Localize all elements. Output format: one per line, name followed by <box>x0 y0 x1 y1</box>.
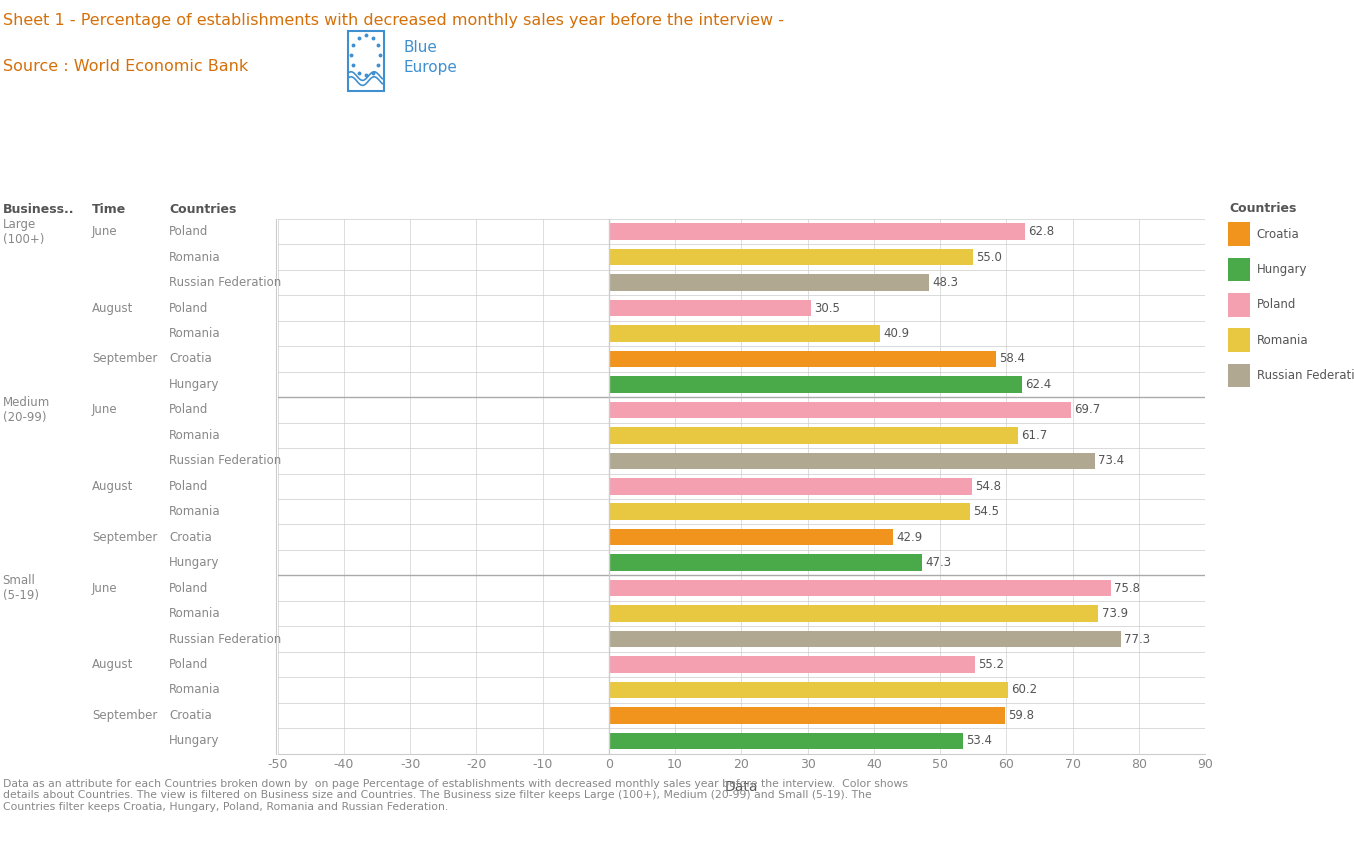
Text: Poland: Poland <box>169 480 209 493</box>
Bar <box>609 580 1112 596</box>
Bar <box>609 300 811 317</box>
Text: 48.3: 48.3 <box>932 276 959 289</box>
Bar <box>609 656 975 673</box>
Text: Business..: Business.. <box>3 203 74 216</box>
Text: 75.8: 75.8 <box>1114 582 1140 594</box>
Text: Hungary: Hungary <box>169 378 219 391</box>
Text: Romania: Romania <box>169 251 221 264</box>
Text: June: June <box>92 582 118 594</box>
Text: Poland: Poland <box>1257 298 1296 312</box>
Text: 77.3: 77.3 <box>1124 632 1151 646</box>
Text: Croatia: Croatia <box>169 709 213 722</box>
Text: Source : World Economic Bank: Source : World Economic Bank <box>3 59 248 74</box>
Text: Romania: Romania <box>169 607 221 620</box>
Text: Sheet 1 - Percentage of establishments with decreased monthly sales year before : Sheet 1 - Percentage of establishments w… <box>3 13 784 28</box>
Bar <box>609 274 929 290</box>
Text: 73.4: 73.4 <box>1098 455 1125 467</box>
Text: September: September <box>92 353 157 365</box>
Text: August: August <box>92 480 134 493</box>
Text: 58.4: 58.4 <box>999 353 1025 365</box>
Text: Russian Federation: Russian Federation <box>1257 369 1354 382</box>
Text: Poland: Poland <box>169 403 209 417</box>
Bar <box>609 733 963 749</box>
Text: 61.7: 61.7 <box>1021 429 1047 442</box>
Text: Poland: Poland <box>169 301 209 315</box>
Text: 54.5: 54.5 <box>974 505 999 518</box>
Bar <box>609 427 1018 444</box>
Text: Romania: Romania <box>169 684 221 696</box>
Bar <box>609 605 1098 622</box>
Text: Poland: Poland <box>169 582 209 594</box>
Text: 40.9: 40.9 <box>883 327 910 340</box>
Text: Croatia: Croatia <box>169 530 213 544</box>
Text: 69.7: 69.7 <box>1074 403 1101 417</box>
Text: 73.9: 73.9 <box>1102 607 1128 620</box>
Text: 59.8: 59.8 <box>1009 709 1034 722</box>
X-axis label: Data: Data <box>724 780 758 794</box>
Bar <box>348 31 385 91</box>
Bar <box>609 554 922 571</box>
Text: June: June <box>92 403 118 417</box>
Text: September: September <box>92 530 157 544</box>
Text: Croatia: Croatia <box>1257 227 1300 241</box>
Text: Hungary: Hungary <box>169 556 219 569</box>
Text: 55.0: 55.0 <box>976 251 1002 264</box>
Text: Time: Time <box>92 203 126 216</box>
Bar <box>609 223 1025 240</box>
Text: Romania: Romania <box>169 429 221 442</box>
Text: 30.5: 30.5 <box>814 301 839 315</box>
Bar <box>609 478 972 494</box>
Text: 47.3: 47.3 <box>926 556 952 569</box>
Bar <box>609 402 1071 418</box>
Text: Romania: Romania <box>1257 333 1308 347</box>
Bar <box>609 452 1095 469</box>
Text: Croatia: Croatia <box>169 353 213 365</box>
Bar <box>609 682 1007 698</box>
Bar <box>609 504 969 520</box>
Text: Countries: Countries <box>1229 202 1297 215</box>
Text: Countries: Countries <box>169 203 237 216</box>
Text: Russian Federation: Russian Federation <box>169 276 282 289</box>
Text: Blue
Europe: Blue Europe <box>403 40 458 75</box>
Text: August: August <box>92 658 134 671</box>
Text: Romania: Romania <box>169 327 221 340</box>
Text: Russian Federation: Russian Federation <box>169 455 282 467</box>
Bar <box>609 249 974 265</box>
Text: 53.4: 53.4 <box>965 734 992 748</box>
Text: Hungary: Hungary <box>169 734 219 748</box>
Text: Romania: Romania <box>169 505 221 518</box>
Text: 54.8: 54.8 <box>975 480 1001 493</box>
Bar <box>609 376 1022 392</box>
Bar <box>609 350 995 367</box>
Text: Small
(5-19): Small (5-19) <box>3 574 39 602</box>
Text: September: September <box>92 709 157 722</box>
Bar <box>609 631 1121 647</box>
Text: 42.9: 42.9 <box>896 530 922 544</box>
Text: June: June <box>92 225 118 238</box>
Bar <box>609 325 880 342</box>
Text: Data as an attribute for each Countries broken down by  on page Percentage of es: Data as an attribute for each Countries … <box>3 779 907 812</box>
Text: 55.2: 55.2 <box>978 658 1003 671</box>
Text: Poland: Poland <box>169 658 209 671</box>
Text: Medium
(20-99): Medium (20-99) <box>3 396 50 424</box>
Text: August: August <box>92 301 134 315</box>
Bar <box>609 707 1005 723</box>
Text: Poland: Poland <box>169 225 209 238</box>
Text: 62.4: 62.4 <box>1025 378 1052 391</box>
Text: 60.2: 60.2 <box>1011 684 1037 696</box>
Text: Hungary: Hungary <box>1257 263 1307 276</box>
Text: Large
(100+): Large (100+) <box>3 217 45 246</box>
Bar <box>609 529 894 546</box>
Text: Russian Federation: Russian Federation <box>169 632 282 646</box>
Text: 62.8: 62.8 <box>1028 225 1055 238</box>
